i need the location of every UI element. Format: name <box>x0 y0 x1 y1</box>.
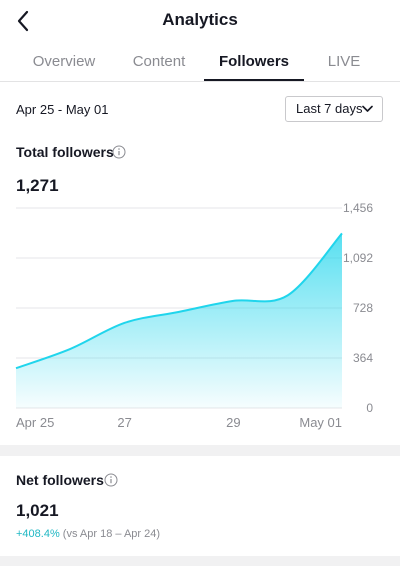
net-followers-change: +408.4% (vs Apr 18 – Apr 24) <box>16 528 160 540</box>
x-tick-label: 29 <box>226 415 240 430</box>
x-tick-label: Apr 25 <box>16 415 54 430</box>
net-followers-value: 1,021 <box>16 501 59 520</box>
tab-followers[interactable]: Followers <box>218 53 289 70</box>
total-followers-card: Apr 25 - May 01 Last 7 days Total follow… <box>0 82 400 445</box>
info-icon[interactable] <box>112 145 126 159</box>
series-line <box>15 232 343 370</box>
y-tick-label: 1,456 <box>343 201 373 215</box>
total-followers-value: 1,271 <box>16 176 59 195</box>
info-icon[interactable] <box>104 473 118 487</box>
tab-content[interactable]: Content <box>132 53 186 70</box>
date-range-label: Apr 25 - May 01 <box>16 102 109 117</box>
net-followers-card: Net followers 1,021 +408.4% (vs Apr 18 –… <box>0 456 400 556</box>
period-dropdown[interactable]: Last 7 days <box>285 96 383 122</box>
y-tick-label: 1,092 <box>343 251 373 265</box>
net-followers-label: Net followers <box>16 472 104 488</box>
change-percent: +408.4% <box>16 528 60 540</box>
top-bar: Analytics <box>0 0 400 42</box>
x-tick-label: May 01 <box>299 415 342 430</box>
tab-bar: Overview Content Followers LIVE <box>0 42 400 82</box>
chevron-down-icon <box>362 105 373 112</box>
y-tick-label: 364 <box>353 351 373 365</box>
chevron-left-icon[interactable] <box>12 9 36 33</box>
y-tick-label: 728 <box>353 301 373 315</box>
tab-live[interactable]: LIVE <box>327 53 361 70</box>
tab-overview[interactable]: Overview <box>32 53 96 70</box>
area-fill <box>16 233 342 408</box>
change-period: (vs Apr 18 – Apr 24) <box>62 528 161 540</box>
followers-area-chart: 0 364 728 1,092 1,456 Apr 25 27 29 May 01 <box>15 201 373 430</box>
x-tick-label: 27 <box>117 415 131 430</box>
total-followers-label: Total followers <box>16 144 114 160</box>
period-dropdown-label: Last 7 days <box>296 101 363 116</box>
page-title: Analytics <box>162 10 238 29</box>
active-tab-indicator <box>204 79 304 81</box>
y-tick-label: 0 <box>366 401 373 415</box>
